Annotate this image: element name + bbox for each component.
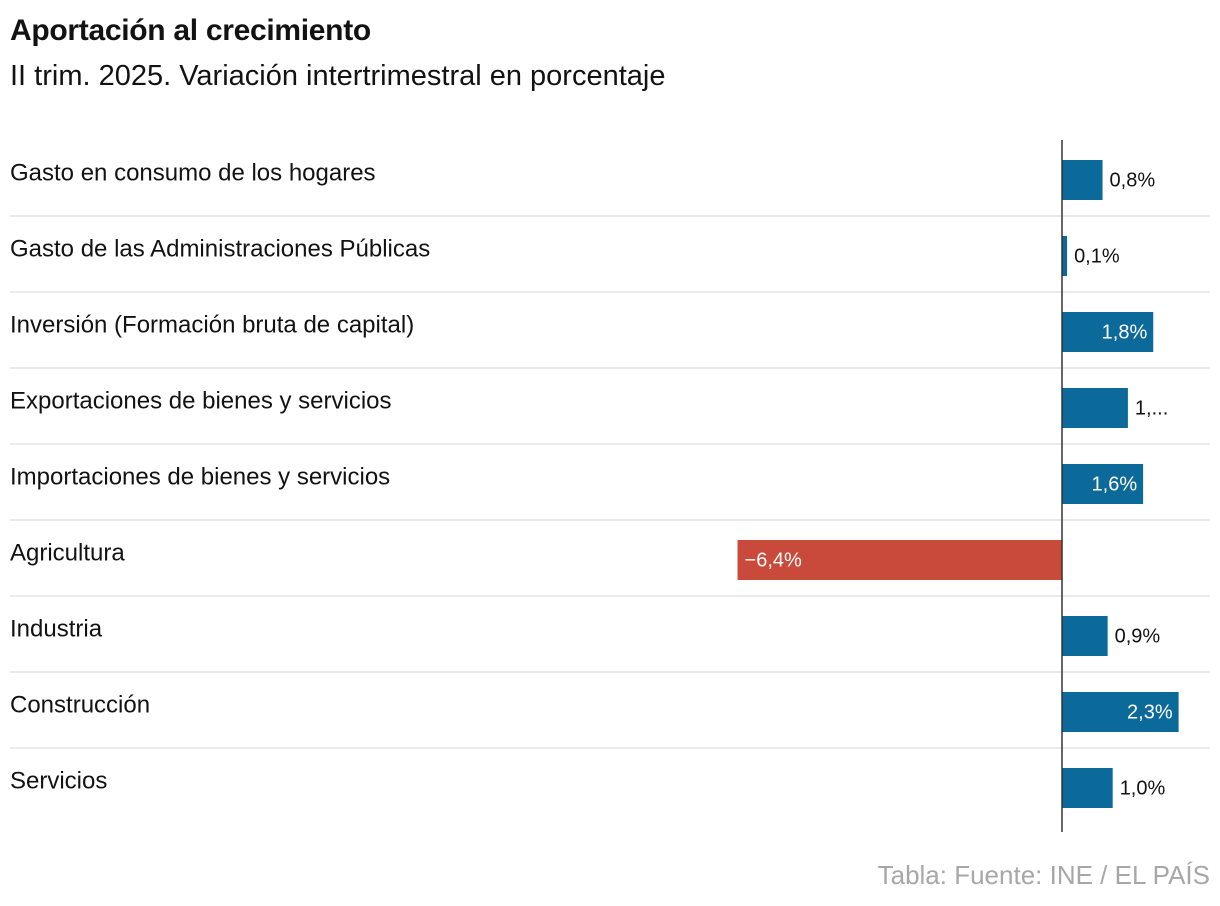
chart-row: Gasto en consumo de los hogares 0,8% [10, 159, 1210, 217]
category-label: Construcción [10, 691, 150, 718]
chart-row: Importaciones de bienes y servicios 1,6% [10, 463, 1210, 521]
bar-positive [1062, 236, 1068, 276]
value-label: 1,... [1135, 397, 1168, 419]
value-label: −6,4% [745, 549, 802, 571]
chart-row: Construcción 2,3% [10, 691, 1210, 749]
value-label: 1,6% [1092, 473, 1138, 495]
chart-row: Inversión (Formación bruta de capital) 1,… [10, 311, 1210, 369]
bar-positive [1062, 160, 1103, 200]
value-label: 2,3% [1127, 701, 1173, 723]
chart-row: Exportaciones de bienes y servicios 1,... [10, 387, 1210, 445]
bar-positive [1062, 692, 1179, 732]
category-label: Exportaciones de bienes y servicios [10, 387, 392, 414]
chart-subtitle: II trim. 2025. Variación intertrimestral… [10, 60, 666, 92]
category-label: Agricultura [10, 539, 125, 566]
chart-row: Gasto de las Administraciones Públicas 0,… [10, 235, 1210, 293]
bar-negative [737, 540, 1062, 580]
source-note: Tabla: Fuente: INE / EL PAÍS [877, 860, 1210, 890]
category-label: Inversión (Formación bruta de capital) [10, 311, 414, 338]
category-label: Servicios [10, 767, 107, 794]
chart-row: Agricultura −6,4% [10, 539, 1210, 597]
bar-positive [1062, 616, 1108, 656]
category-label: Industria [10, 615, 103, 642]
bar-positive [1062, 768, 1113, 808]
bar-positive [1062, 388, 1128, 428]
category-label: Importaciones de bienes y servicios [10, 463, 390, 490]
category-label: Gasto de las Administraciones Públicas [10, 235, 430, 262]
value-label: 0,9% [1115, 625, 1161, 647]
bar-positive [1062, 464, 1144, 504]
chart-rows: Gasto en consumo de los hogares 0,8%Gasto… [10, 159, 1210, 808]
value-label: 0,1% [1074, 245, 1120, 267]
bar-positive [1062, 312, 1154, 352]
chart-row: Servicios 1,0% [10, 767, 1166, 808]
category-label: Gasto en consumo de los hogares [10, 159, 376, 186]
chart-title: Aportación al crecimiento [10, 14, 371, 47]
value-label: 1,0% [1120, 777, 1166, 799]
chart-row: Industria 0,9% [10, 615, 1210, 673]
value-label: 0,8% [1110, 169, 1156, 191]
value-label: 1,8% [1102, 321, 1148, 343]
